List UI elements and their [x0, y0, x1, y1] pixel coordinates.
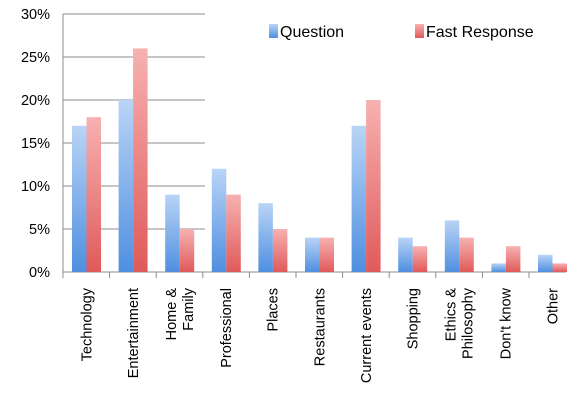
x-tick-labels: Technology Entertainment Home & Family Profe…	[79, 287, 561, 383]
x-tick-label: Other	[545, 288, 561, 324]
x-tick-label: Home &	[164, 288, 180, 341]
bar-question-other	[538, 254, 553, 272]
y-tick-labels: 0% 5% 10% 15% 20% 25% 30%	[21, 7, 50, 281]
x-tick-label: Ethics &	[444, 288, 460, 342]
x-tick-label: Professional	[219, 288, 235, 368]
bars	[72, 48, 567, 273]
bar-fast-response-restaurants	[319, 237, 334, 272]
bar-fast-response-other	[552, 263, 567, 272]
bar-fast-response-shopping	[412, 246, 428, 272]
y-tick-label: 0%	[29, 265, 50, 281]
bar-question-restaurants	[305, 237, 320, 272]
bar-question-places	[258, 203, 273, 272]
bar-question-professional	[211, 168, 227, 272]
x-tick-label: Entertainment	[126, 288, 142, 378]
x-tick-label: Philosophy	[461, 287, 477, 359]
bar-question-don-t-know	[491, 263, 506, 272]
legend: Question Fast Response	[269, 24, 534, 41]
bar-question-ethics-philosophy	[444, 220, 460, 272]
legend-swatch-fast-response	[415, 24, 424, 38]
bar-question-current-events	[351, 125, 367, 272]
y-tick-label: 5%	[29, 222, 50, 238]
y-tick-label: 15%	[21, 136, 50, 152]
y-tick-label: 30%	[21, 7, 50, 23]
bar-fast-response-current-events	[366, 100, 381, 272]
y-tick-label: 20%	[21, 93, 50, 109]
bar-question-technology	[72, 125, 87, 272]
legend-swatch-question	[269, 24, 278, 38]
x-tick-label: Restaurants	[312, 288, 328, 366]
x-tick-label: Current events	[359, 288, 375, 383]
bar-question-entertainment	[118, 100, 134, 272]
x-tick-label: Don't know	[499, 287, 515, 359]
bar-fast-response-home-family	[179, 229, 195, 272]
x-tick-label: Places	[266, 288, 282, 332]
legend-label-question: Question	[280, 24, 344, 41]
x-tick-label: Shopping	[406, 288, 422, 349]
x-tick-label: Technology	[79, 287, 95, 361]
bar-fast-response-technology	[86, 117, 101, 272]
bar-question-home-family	[165, 194, 180, 272]
y-tick-label: 10%	[21, 179, 50, 195]
x-tick-label: Family	[181, 287, 197, 330]
y-tick-label: 25%	[21, 50, 50, 66]
bar-fast-response-professional	[226, 194, 241, 272]
bar-fast-response-entertainment	[133, 48, 148, 273]
bar-question-shopping	[398, 237, 413, 272]
legend-label-fast-response: Fast Response	[426, 24, 534, 41]
bar-fast-response-places	[272, 229, 288, 272]
bar-fast-response-ethics-philosophy	[459, 237, 474, 272]
bar-fast-response-don-t-know	[505, 246, 521, 272]
